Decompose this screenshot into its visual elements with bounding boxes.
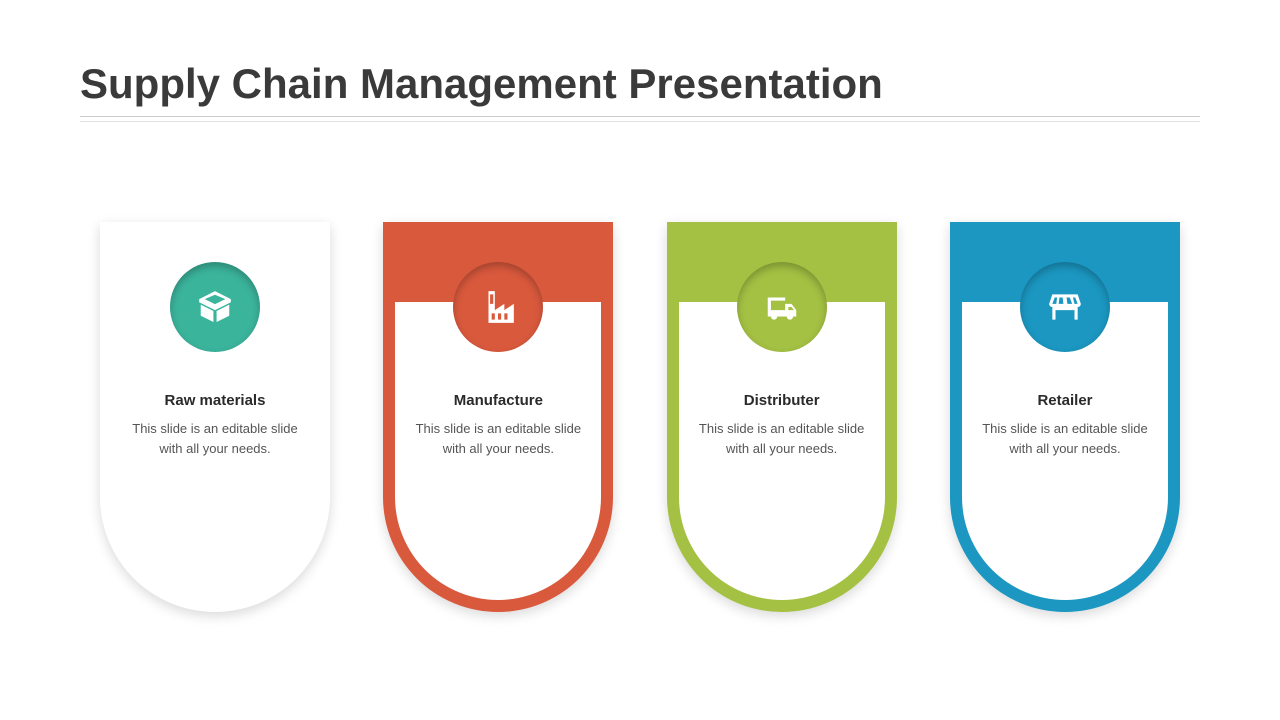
card-title: Manufacture (415, 392, 581, 409)
card-manufacture: Manufacture This slide is an editable sl… (383, 222, 613, 612)
card-title: Retailer (982, 392, 1148, 409)
card-distributer: Distributer This slide is an editable sl… (667, 222, 897, 612)
slide: Supply Chain Management Presentation Raw… (0, 0, 1280, 720)
card-retailer: Retailer This slide is an editable slide… (950, 222, 1180, 612)
title-underline (80, 116, 1200, 117)
card-description: This slide is an editable slide with all… (982, 419, 1148, 458)
store-icon (1020, 262, 1110, 352)
title-underline-secondary (80, 121, 1200, 122)
card-title: Raw materials (132, 392, 298, 409)
card-description: This slide is an editable slide with all… (415, 419, 581, 458)
card-raw-materials: Raw materials This slide is an editable … (100, 222, 330, 612)
truck-icon (737, 262, 827, 352)
card-description: This slide is an editable slide with all… (699, 419, 865, 458)
factory-icon (453, 262, 543, 352)
card-title: Distributer (699, 392, 865, 409)
cards-container: Raw materials This slide is an editable … (80, 222, 1200, 612)
box-icon (170, 262, 260, 352)
card-description: This slide is an editable slide with all… (132, 419, 298, 458)
slide-title: Supply Chain Management Presentation (80, 60, 1200, 108)
